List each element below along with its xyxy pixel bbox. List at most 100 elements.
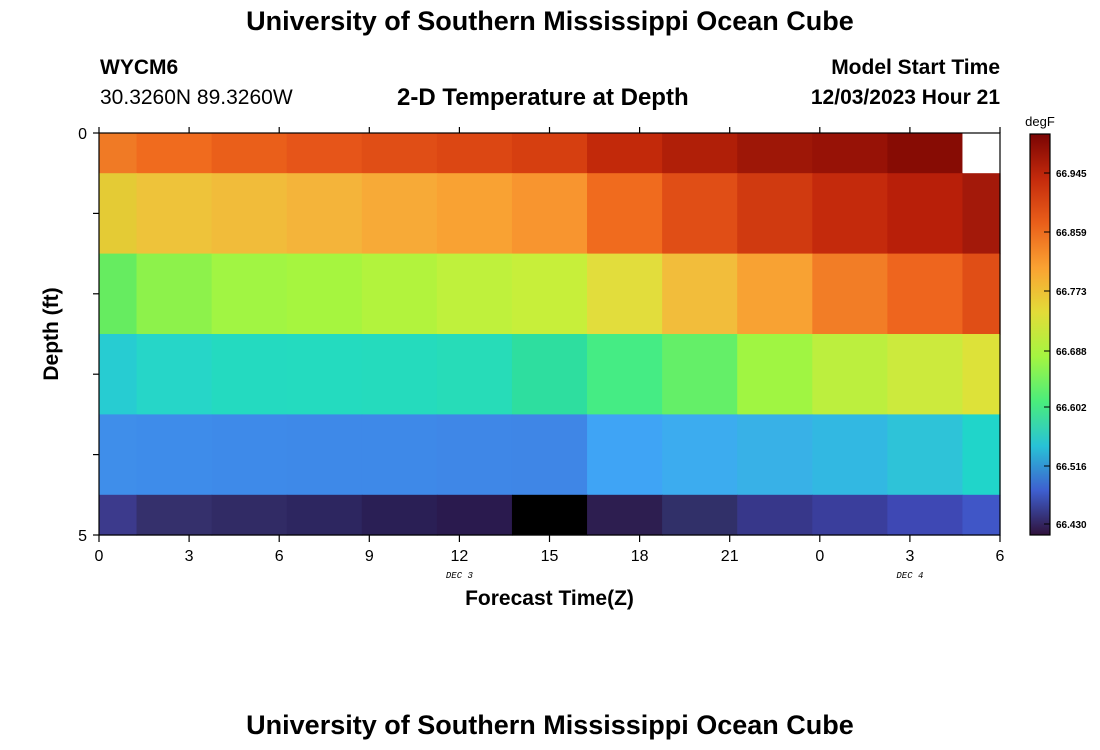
model-start-label: Model Start Time — [831, 56, 1000, 79]
heatmap-cell — [662, 173, 738, 255]
heatmap-cell — [436, 133, 513, 174]
date-label: DEC 4 — [896, 571, 923, 581]
heatmap-cell — [737, 253, 813, 335]
heatmap-cell — [99, 173, 138, 255]
x-axis-label: Forecast Time(Z) — [465, 587, 634, 610]
heatmap-cell — [662, 253, 738, 335]
colorbar-tick-label: 66.688 — [1056, 347, 1087, 358]
heatmap-cell — [887, 253, 964, 335]
heatmap-cell — [361, 414, 438, 496]
heatmap-cell — [887, 133, 964, 174]
heatmap-cell — [737, 494, 813, 536]
plot-title: 2-D Temperature at Depth — [397, 84, 689, 111]
heatmap-cell — [436, 253, 513, 335]
page-title: University of Southern Mississippi Ocean… — [246, 6, 854, 36]
heatmap-cell — [737, 133, 813, 174]
heatmap-cell — [361, 253, 438, 335]
heatmap-cell — [436, 414, 513, 496]
heatmap-cell — [887, 334, 964, 415]
heatmap-cell — [511, 253, 588, 335]
heatmap-cell — [99, 253, 138, 335]
heatmap-cell — [587, 173, 663, 255]
heatmap-cell — [286, 173, 363, 255]
x-tick-label: 18 — [631, 548, 649, 565]
heatmap-cell — [211, 414, 288, 496]
heatmap-cell — [136, 334, 213, 415]
heatmap-cell — [361, 494, 438, 536]
heatmap-cell — [99, 414, 138, 496]
colorbar-gradient — [1029, 133, 1051, 536]
heatmap-cell — [99, 133, 138, 174]
heatmap-cell — [436, 173, 513, 255]
heatmap-cell — [286, 334, 363, 415]
heatmap-cell — [211, 133, 288, 174]
x-tick-label: 9 — [365, 548, 374, 565]
heatmap-cell — [587, 253, 663, 335]
heatmap-cell — [286, 253, 363, 335]
heatmap-cell — [436, 334, 513, 415]
date-label: DEC 3 — [446, 571, 474, 581]
heatmap-cell — [286, 133, 363, 174]
heatmap-cell — [361, 334, 438, 415]
heatmap-cell — [361, 173, 438, 255]
heatmap-cell — [962, 494, 1001, 536]
station-id: WYCM6 — [100, 56, 179, 79]
model-start-value: 12/03/2023 Hour 21 — [810, 86, 1000, 109]
y-axis-label: Depth (ft) — [40, 287, 63, 380]
x-tick-label: 21 — [721, 548, 739, 565]
heatmap-cell — [887, 494, 964, 536]
heatmap-cell — [812, 414, 888, 496]
heatmap-cell — [962, 334, 1001, 415]
axes: 0 3 6 9 12 15 18 21 0 3 6 DEC 3 DEC 4 Forecast Time(Z… — [40, 126, 1005, 610]
x-tick-label: 3 — [905, 548, 914, 565]
heatmap-cell — [361, 133, 438, 174]
heatmap-cell — [812, 253, 888, 335]
x-tick-label: 12 — [451, 548, 469, 565]
y-tick-label: 0 — [78, 126, 87, 143]
colorbar: degF 66.945 66.859 66.773 66.688 66.602 66.516… — [1025, 114, 1087, 536]
heatmap-cell — [737, 334, 813, 415]
heatmap-cell — [511, 414, 588, 496]
heatmap-cell — [812, 334, 888, 415]
heatmap-cell — [887, 173, 964, 255]
heatmap-cell — [662, 133, 738, 174]
heatmap-cell — [812, 494, 888, 536]
x-tick-label: 6 — [275, 548, 284, 565]
heatmap-cell — [962, 173, 1001, 255]
heatmap-cell — [211, 253, 288, 335]
heatmap-cell — [211, 173, 288, 255]
colorbar-tick-label: 66.430 — [1056, 520, 1087, 531]
heatmap-cell — [662, 414, 738, 496]
colorbar-tick-label: 66.945 — [1056, 169, 1087, 180]
colorbar-tick-label: 66.602 — [1056, 403, 1087, 414]
heatmap-cell — [136, 494, 213, 536]
heatmap-cell — [812, 133, 888, 174]
heatmap-cell — [511, 334, 588, 415]
heatmap-cell — [286, 414, 363, 496]
heatmap-cell — [211, 494, 288, 536]
heatmap-cell — [436, 494, 513, 536]
heatmap-cell — [211, 334, 288, 415]
x-tick-label: 0 — [815, 548, 824, 565]
heatmap-cell — [587, 494, 663, 536]
heatmap-cell — [737, 414, 813, 496]
y-tick-label: 5 — [78, 528, 87, 545]
heatmap-cell — [511, 173, 588, 255]
colorbar-tick-label: 66.516 — [1056, 462, 1087, 473]
x-tick-label: 15 — [541, 548, 559, 565]
heatmap-cell — [286, 494, 363, 536]
heatmap-cell — [511, 494, 588, 536]
heatmap-cell — [587, 334, 663, 415]
heatmap-cell — [511, 133, 588, 174]
heatmap-cell — [587, 133, 663, 174]
colorbar-tick-label: 66.773 — [1056, 287, 1087, 298]
heatmap-cell — [136, 414, 213, 496]
colorbar-tick-label: 66.859 — [1056, 228, 1087, 239]
heatmap-cell — [136, 133, 213, 174]
x-tick-label: 3 — [185, 548, 194, 565]
heatmap-cell — [812, 173, 888, 255]
heatmap-cell — [737, 173, 813, 255]
x-tick-label: 6 — [996, 548, 1005, 565]
heatmap-cell — [662, 334, 738, 415]
